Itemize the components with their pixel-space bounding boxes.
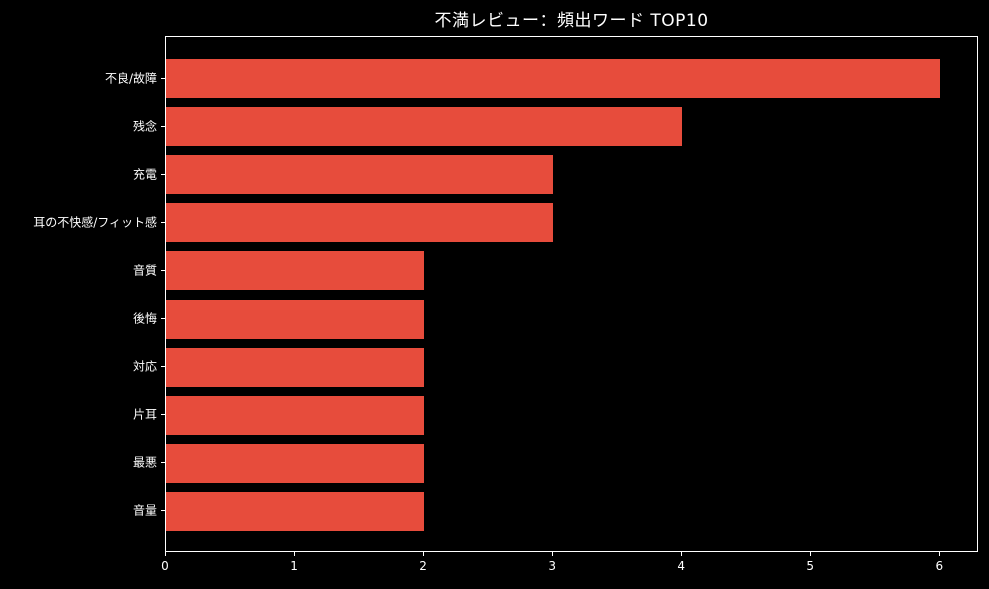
x-tick-mark xyxy=(809,552,811,556)
y-tick-label: 音量 xyxy=(132,503,157,518)
y-tick-mark xyxy=(161,462,165,464)
bar-5 xyxy=(166,299,425,339)
bar-3 xyxy=(166,203,554,243)
bar-0 xyxy=(166,59,941,99)
y-tick-label: 対応 xyxy=(132,359,157,374)
plot-area xyxy=(165,36,978,552)
bar-6 xyxy=(166,347,425,387)
y-tick-mark xyxy=(161,414,165,416)
y-tick-mark xyxy=(161,510,165,512)
bar-9 xyxy=(166,491,425,531)
bar-1 xyxy=(166,107,683,147)
x-tick-label: 5 xyxy=(806,559,815,573)
x-tick-mark xyxy=(293,552,295,556)
y-tick-mark xyxy=(161,221,165,223)
y-tick-mark xyxy=(161,366,165,368)
x-tick-label: 1 xyxy=(290,559,298,573)
bar-8 xyxy=(166,443,425,483)
y-tick-mark xyxy=(161,77,165,79)
x-tick-label: 3 xyxy=(548,559,556,573)
y-tick-label: 残念 xyxy=(132,119,157,134)
x-tick-label: 0 xyxy=(161,559,169,573)
x-tick-mark xyxy=(680,552,682,556)
x-tick-mark xyxy=(938,552,940,556)
y-tick-label: 最悪 xyxy=(132,455,157,470)
y-tick-label: 後悔 xyxy=(132,311,157,326)
x-tick-label: 6 xyxy=(935,559,944,573)
y-tick-mark xyxy=(161,269,165,271)
y-tick-label: 音質 xyxy=(132,263,157,278)
bar-7 xyxy=(166,395,425,435)
bar-4 xyxy=(166,251,425,291)
y-tick-mark xyxy=(161,125,165,127)
y-tick-label: 不良/故障 xyxy=(104,71,157,86)
y-tick-label: 耳の不快感/フィット感 xyxy=(33,215,157,230)
y-tick-mark xyxy=(161,173,165,175)
x-tick-mark xyxy=(164,552,166,556)
chart-title: 不満レビュー：頻出ワード TOP10 xyxy=(434,11,709,31)
x-axis: 0 1 2 3 4 5 6 xyxy=(161,552,978,588)
x-tick-mark xyxy=(422,552,424,556)
y-tick-mark xyxy=(161,318,165,320)
x-tick-label: 2 xyxy=(419,559,427,573)
bar-2 xyxy=(166,155,554,195)
x-tick-mark xyxy=(551,552,553,556)
y-tick-label: 充電 xyxy=(132,167,157,182)
x-tick-label: 4 xyxy=(677,559,686,573)
y-tick-label: 片耳 xyxy=(132,407,157,422)
